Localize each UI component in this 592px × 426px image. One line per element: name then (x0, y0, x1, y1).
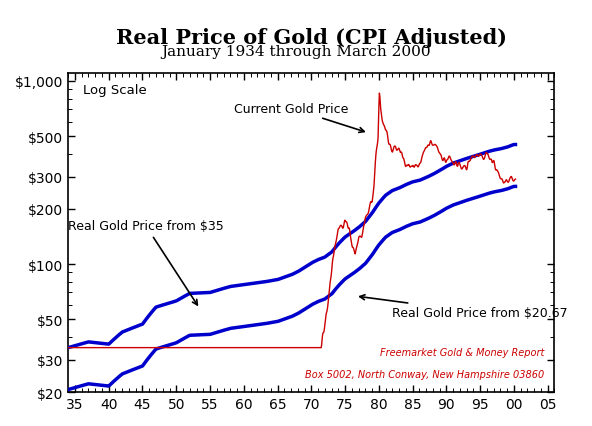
Text: January 1934 through March 2000: January 1934 through March 2000 (161, 45, 431, 59)
Text: Real Gold Price from $35: Real Gold Price from $35 (68, 220, 224, 305)
Text: Box 5002, North Conway, New Hampshire 03860: Box 5002, North Conway, New Hampshire 03… (305, 369, 545, 380)
Text: Current Gold Price: Current Gold Price (234, 102, 364, 133)
Title: Real Price of Gold (CPI Adjusted): Real Price of Gold (CPI Adjusted) (116, 28, 507, 48)
Text: Freemarket Gold & Money Report: Freemarket Gold & Money Report (380, 347, 545, 357)
Text: Log Scale: Log Scale (83, 84, 147, 97)
Text: Real Gold Price from $20.67: Real Gold Price from $20.67 (360, 295, 568, 320)
